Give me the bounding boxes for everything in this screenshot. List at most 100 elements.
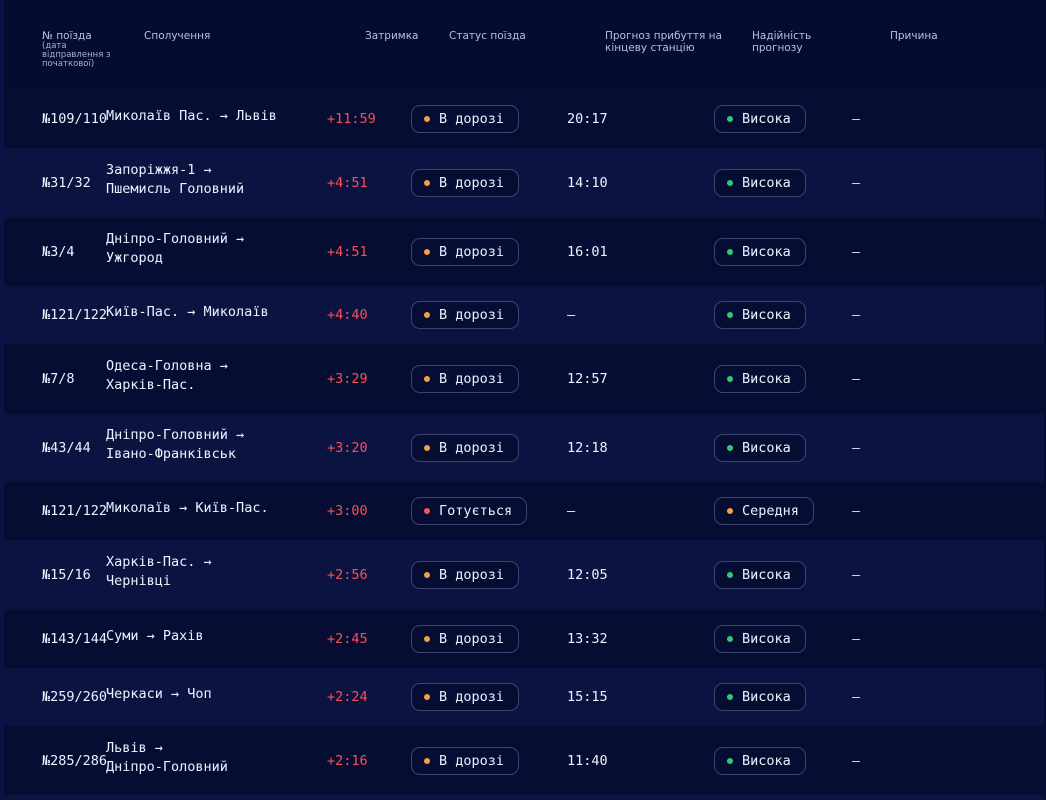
table-row[interactable]: №15/16 Харків-Пас. → Чернівці +2:56 В дор…: [4, 540, 1044, 610]
train-number: №3/4: [42, 243, 75, 260]
reliability-label: Висока: [742, 370, 791, 387]
reliability-dot-icon: [727, 636, 733, 642]
status-cell: В дорозі: [411, 301, 567, 329]
status-dot-icon: [424, 180, 430, 186]
reliability-badge: Висока: [714, 434, 806, 462]
status-badge: Готується: [411, 497, 528, 525]
route: Миколаїв → Київ-Пас.: [106, 499, 327, 518]
delay-value: +3:00: [327, 502, 368, 519]
reliability-dot-icon: [727, 180, 733, 186]
status-cell: В дорозі: [411, 747, 567, 775]
train-number: №259/260: [42, 688, 108, 705]
table-row[interactable]: №121/122 Миколаїв → Київ-Пас. +3:00 Готу…: [4, 482, 1044, 540]
table-row[interactable]: №285/286 Львів → Дніпро-Головний +2:16 В …: [4, 726, 1044, 796]
table-row[interactable]: №31/32 Запоріжжя-1 → Пшемисль Головний +4…: [4, 148, 1044, 218]
header-route: Сполучення: [144, 30, 211, 42]
status-cell: В дорозі: [411, 365, 567, 393]
header-forecast: Прогноз прибуття на кінцеву станцію: [605, 30, 722, 54]
status-dot-icon: [424, 312, 430, 318]
reason-value: —: [852, 174, 861, 191]
header-train-label: № поїзда: [42, 30, 92, 42]
delay-value: +4:40: [327, 306, 368, 323]
reliability-cell: Висока: [714, 683, 852, 711]
route: Харків-Пас. → Чернівці: [106, 553, 327, 591]
status-dot-icon: [424, 445, 430, 451]
status-dot-icon: [424, 758, 430, 764]
reliability-label: Висока: [742, 566, 791, 583]
reliability-label: Висока: [742, 306, 791, 323]
route: Запоріжжя-1 → Пшемисль Головний: [106, 161, 327, 199]
reason-value: —: [852, 110, 861, 127]
reliability-dot-icon: [727, 116, 733, 122]
status-label: В дорозі: [439, 439, 505, 456]
reliability-dot-icon: [727, 249, 733, 255]
reliability-cell: Висока: [714, 301, 852, 329]
route: Одеса-Головна → Харків-Пас.: [106, 357, 327, 395]
reliability-label: Висока: [742, 243, 791, 260]
status-label: В дорозі: [439, 174, 505, 191]
reliability-label: Середня: [742, 502, 799, 519]
train-number: №121/122: [42, 306, 108, 323]
reason-value: —: [852, 630, 861, 647]
reliability-cell: Висока: [714, 747, 852, 775]
route-to: Івано-Франківськ: [106, 446, 237, 462]
reliability-badge: Висока: [714, 169, 806, 197]
route-from: Харків-Пас. →: [106, 554, 212, 570]
forecast-value: 12:18: [567, 439, 608, 456]
reason-value: —: [852, 688, 861, 705]
table-row[interactable]: №259/260 Черкаси → Чоп +2:24 В дорозі 15…: [4, 668, 1044, 726]
reliability-cell: Висока: [714, 105, 852, 133]
status-badge: В дорозі: [411, 238, 520, 266]
forecast-value: 14:10: [567, 174, 608, 191]
table-row[interactable]: №143/144 Суми → Рахів +2:45 В дорозі 13:…: [4, 610, 1044, 668]
route: Київ-Пас. → Миколаїв: [106, 303, 327, 322]
route-from: Запоріжжя-1 →: [106, 162, 212, 178]
status-badge: В дорозі: [411, 301, 520, 329]
train-number: №31/32: [42, 174, 91, 191]
reliability-badge: Висока: [714, 365, 806, 393]
reliability-label: Висока: [742, 630, 791, 647]
status-label: В дорозі: [439, 752, 505, 769]
delay-value: +3:29: [327, 370, 368, 387]
reliability-badge: Висока: [714, 105, 806, 133]
table-row[interactable]: №109/110 Миколаїв Пас. → Львів +11:59 В …: [4, 90, 1044, 148]
table-row[interactable]: №121/122 Київ-Пас. → Миколаїв +4:40 В до…: [4, 286, 1044, 344]
table-row[interactable]: №3/4 Дніпро-Головний → Ужгород +4:51 В до…: [4, 218, 1044, 286]
reason-value: —: [852, 306, 861, 323]
status-label: В дорозі: [439, 243, 505, 260]
route-text: Миколаїв Пас. → Львів: [106, 107, 277, 124]
status-label: В дорозі: [439, 566, 505, 583]
status-cell: В дорозі: [411, 561, 567, 589]
status-cell: В дорозі: [411, 625, 567, 653]
table-row[interactable]: №7/8 Одеса-Головна → Харків-Пас. +3:29 В …: [4, 344, 1044, 414]
reliability-badge: Висока: [714, 683, 806, 711]
train-number: №109/110: [42, 110, 108, 127]
delay-value: +2:16: [327, 752, 368, 769]
status-cell: В дорозі: [411, 238, 567, 266]
reliability-cell: Висока: [714, 238, 852, 266]
delay-value: +11:59: [327, 110, 376, 127]
route-from: Дніпро-Головний →: [106, 231, 245, 247]
table-body: №109/110 Миколаїв Пас. → Львів +11:59 В …: [4, 90, 1044, 796]
header-delay: Затримка: [365, 30, 419, 42]
status-cell: В дорозі: [411, 683, 567, 711]
route-to: Пшемисль Головний: [106, 181, 245, 197]
delay-value: +2:24: [327, 688, 368, 705]
route-to: Дніпро-Головний: [106, 759, 228, 775]
reliability-badge: Висока: [714, 747, 806, 775]
status-dot-icon: [424, 249, 430, 255]
reliability-label: Висока: [742, 110, 791, 127]
route-from: Дніпро-Головний →: [106, 427, 245, 443]
table-row[interactable]: №43/44 Дніпро-Головний → Івано-Франківськ…: [4, 414, 1044, 482]
reliability-badge: Середня: [714, 497, 814, 525]
status-cell: В дорозі: [411, 169, 567, 197]
table-header: № поїзда (дата відправлення з початкової…: [4, 0, 1044, 90]
reliability-cell: Висока: [714, 561, 852, 589]
train-number: №43/44: [42, 439, 91, 456]
status-label: В дорозі: [439, 688, 505, 705]
status-cell: Готується: [411, 497, 567, 525]
train-number: №121/122: [42, 502, 108, 519]
reliability-dot-icon: [727, 572, 733, 578]
reliability-dot-icon: [727, 508, 733, 514]
reason-value: —: [852, 566, 861, 583]
